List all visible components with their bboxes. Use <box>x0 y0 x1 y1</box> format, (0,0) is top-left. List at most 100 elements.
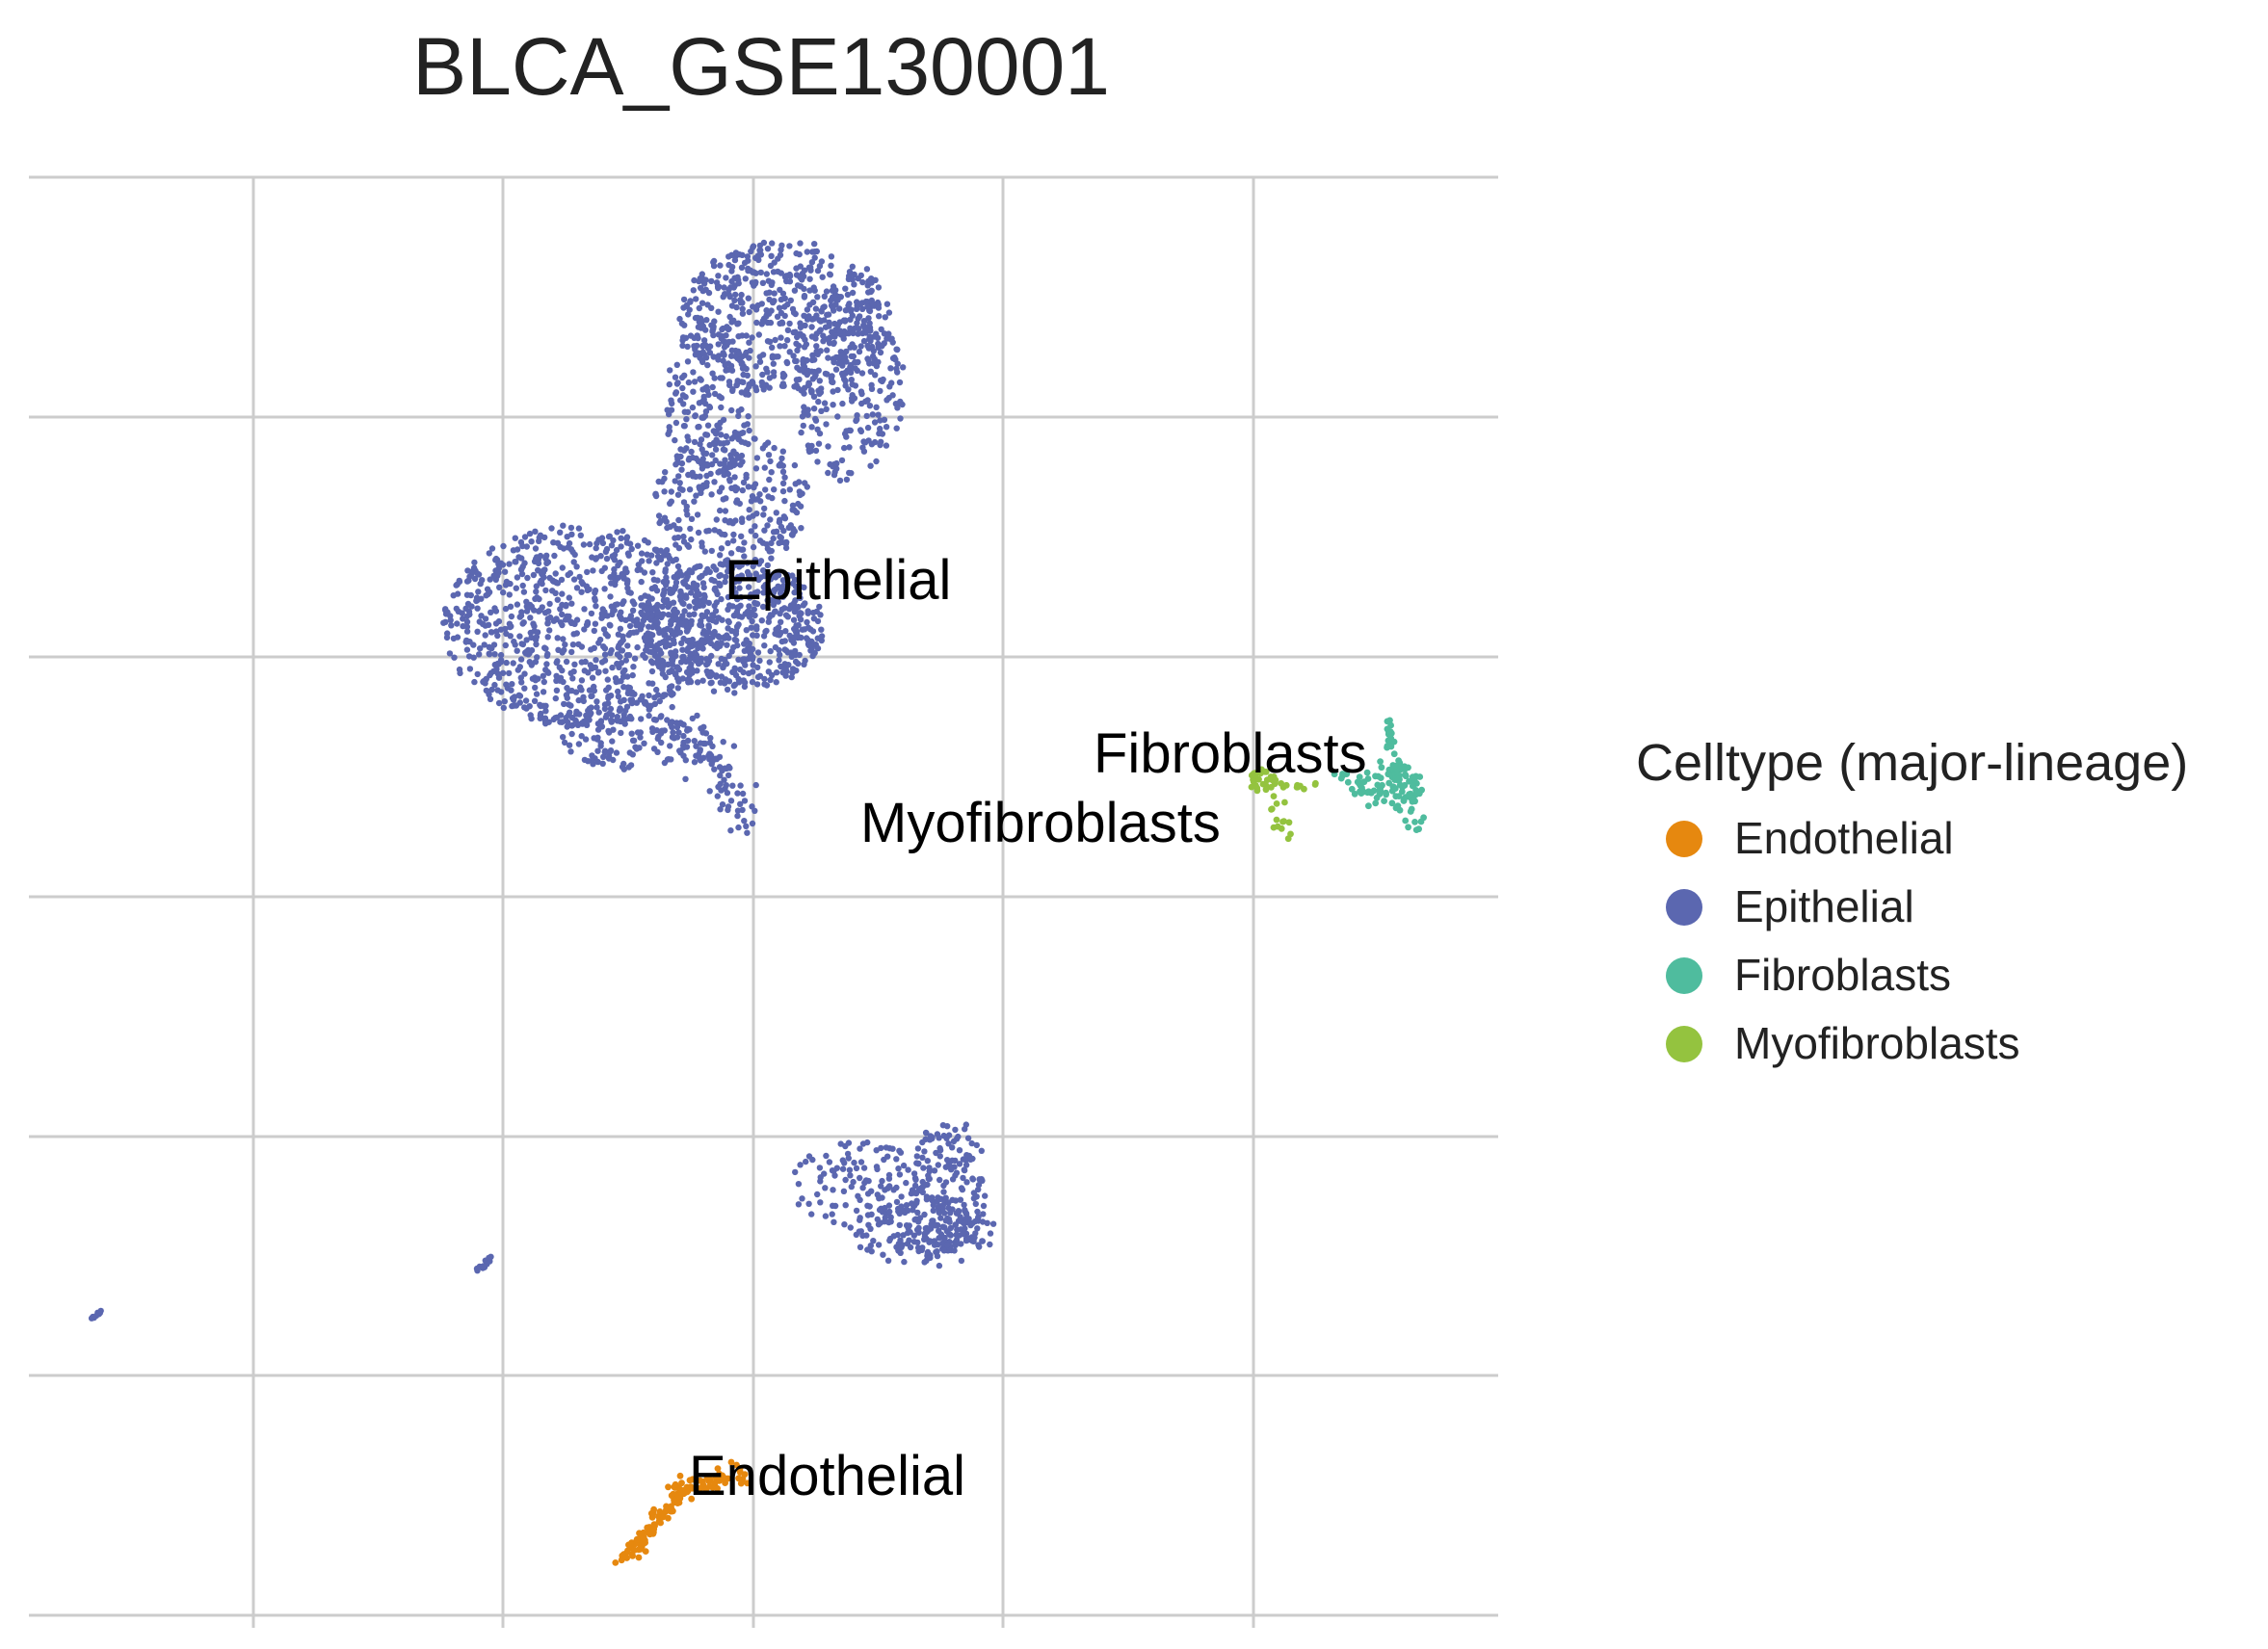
point-epithelial <box>814 644 822 652</box>
point-epithelial <box>735 545 742 553</box>
point-epithelial <box>455 608 462 615</box>
point-epithelial <box>753 319 760 327</box>
point-epithelial <box>488 1253 494 1261</box>
point-epithelial <box>722 447 728 454</box>
point-epithelial <box>739 305 746 312</box>
point-fibroblasts <box>1356 773 1363 781</box>
point-epithelial <box>737 461 744 468</box>
point-epithelial <box>540 689 547 695</box>
point-epithelial <box>957 1217 964 1224</box>
point-fibroblasts <box>1384 718 1391 725</box>
point-epithelial <box>678 374 686 381</box>
point-epithelial <box>553 687 561 694</box>
point-epithelial <box>521 685 528 692</box>
point-epithelial <box>725 519 732 526</box>
point-epithelial <box>737 602 744 609</box>
point-myofibroblasts <box>1282 781 1290 789</box>
point-epithelial <box>934 1248 940 1255</box>
point-epithelial <box>767 647 774 655</box>
point-epithelial <box>646 692 652 699</box>
point-epithelial <box>886 1237 893 1244</box>
point-endothelial <box>668 1503 674 1510</box>
point-epithelial <box>836 305 843 312</box>
point-epithelial <box>714 590 721 598</box>
point-epithelial <box>653 686 660 694</box>
point-epithelial <box>724 439 730 446</box>
point-epithelial <box>781 343 788 350</box>
point-epithelial <box>605 694 612 701</box>
point-epithelial <box>530 620 537 627</box>
legend-swatch-myofibroblasts <box>1666 1026 1702 1062</box>
point-epithelial <box>883 301 891 307</box>
point-endothelial <box>739 1476 747 1482</box>
point-epithelial <box>495 569 502 576</box>
point-epithelial <box>867 1243 874 1249</box>
point-epithelial <box>813 312 820 319</box>
point-epithelial <box>593 555 600 562</box>
point-epithelial <box>773 679 779 686</box>
point-epithelial <box>821 1170 828 1177</box>
point-epithelial <box>811 241 818 248</box>
point-epithelial <box>732 291 739 299</box>
point-epithelial <box>566 742 573 748</box>
point-epithelial <box>601 586 608 592</box>
point-epithelial <box>645 599 651 606</box>
point-epithelial <box>874 334 882 341</box>
point-epithelial <box>683 594 690 601</box>
point-epithelial <box>919 1154 926 1162</box>
point-epithelial <box>728 268 735 275</box>
point-endothelial <box>648 1513 656 1521</box>
point-fibroblasts <box>1411 819 1418 825</box>
point-myofibroblasts <box>1256 770 1264 777</box>
point-epithelial <box>794 347 801 353</box>
point-epithelial <box>531 697 539 704</box>
point-epithelial <box>869 411 876 418</box>
point-endothelial <box>689 1476 697 1483</box>
point-myofibroblasts <box>1287 830 1294 838</box>
point-epithelial <box>797 324 804 330</box>
legend-label-fibroblasts: Fibroblasts <box>1734 950 1951 1000</box>
point-epithelial <box>868 381 875 388</box>
point-epithelial <box>682 757 689 764</box>
point-epithelial <box>856 326 862 332</box>
point-epithelial <box>710 688 718 694</box>
point-epithelial <box>877 349 884 356</box>
point-epithelial <box>816 603 823 611</box>
point-epithelial <box>945 1132 953 1139</box>
point-epithelial <box>696 304 702 312</box>
point-epithelial <box>524 574 531 582</box>
point-epithelial <box>854 416 860 423</box>
point-epithelial <box>672 579 680 586</box>
point-epithelial <box>728 302 736 309</box>
point-epithelial <box>712 608 720 615</box>
point-epithelial <box>818 407 825 414</box>
point-epithelial <box>559 611 566 618</box>
point-epithelial <box>870 301 877 307</box>
point-epithelial <box>756 657 763 665</box>
point-epithelial <box>582 736 590 743</box>
point-epithelial <box>507 580 514 588</box>
point-epithelial <box>750 632 756 639</box>
point-epithelial <box>620 528 626 535</box>
point-epithelial <box>822 1185 829 1191</box>
point-epithelial <box>885 1175 893 1182</box>
point-epithelial <box>733 250 740 257</box>
point-epithelial <box>708 460 716 468</box>
point-epithelial <box>730 448 737 455</box>
point-epithelial <box>651 694 658 701</box>
point-epithelial <box>810 393 818 400</box>
point-epithelial <box>871 419 879 426</box>
point-epithelial <box>939 1122 947 1129</box>
point-endothelial <box>716 1477 723 1484</box>
point-epithelial <box>533 641 540 648</box>
point-epithelial <box>541 678 547 686</box>
point-epithelial <box>702 276 709 283</box>
point-epithelial <box>978 1147 985 1155</box>
point-epithelial <box>685 437 692 444</box>
point-epithelial <box>717 552 724 559</box>
point-epithelial <box>600 626 608 633</box>
point-epithelial <box>669 683 675 690</box>
point-epithelial <box>693 296 699 302</box>
point-epithelial <box>905 1207 911 1215</box>
point-epithelial <box>857 1159 865 1165</box>
